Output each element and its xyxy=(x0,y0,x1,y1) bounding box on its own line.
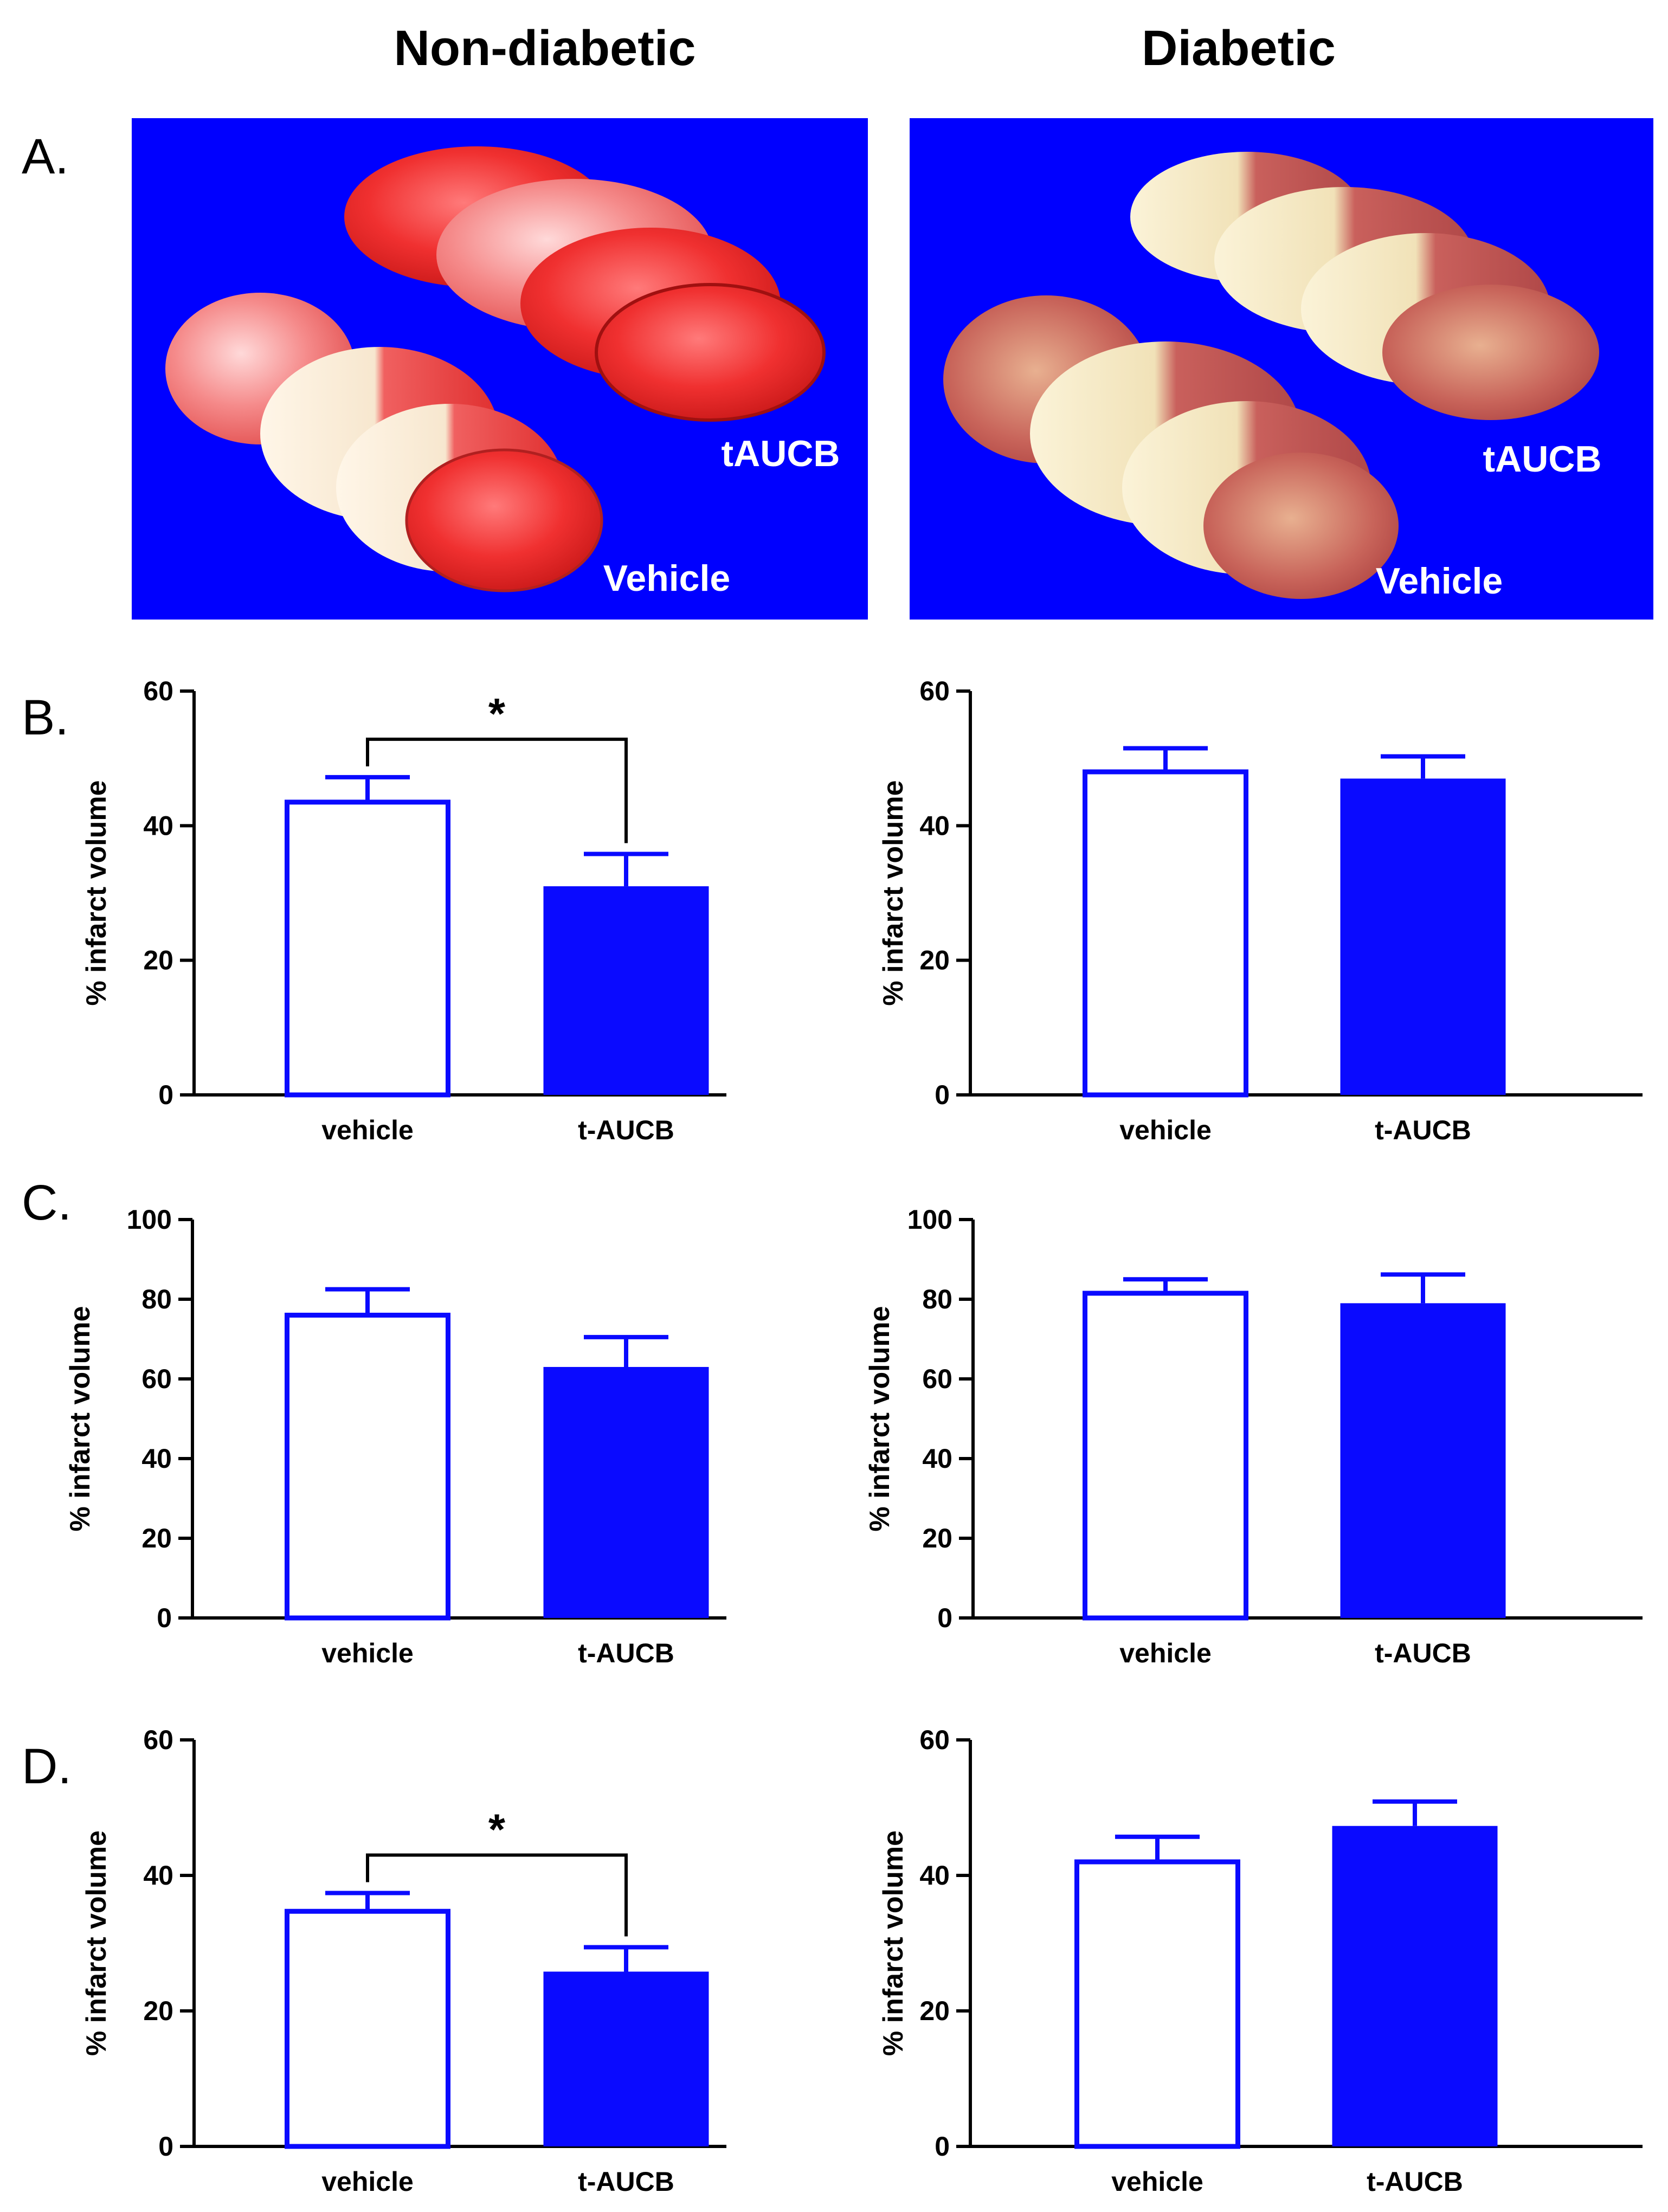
bar-vehicle xyxy=(1083,1291,1248,1621)
bar-vehicle xyxy=(285,799,450,1098)
category-label: t-AUCB xyxy=(578,1638,674,1668)
y-tick-label: 60 xyxy=(143,1725,173,1755)
y-tick-label: 100 xyxy=(907,1204,952,1235)
y-axis-title: % infarct volume xyxy=(81,1830,112,2056)
y-axis-title: % infarct volume xyxy=(878,780,909,1005)
y-axis-title: % infarct volume xyxy=(864,1306,896,1531)
bar-vehicle xyxy=(1083,769,1248,1098)
y-tick-label: 20 xyxy=(143,1996,173,2026)
y-tick-label: 40 xyxy=(919,810,950,841)
y-tick-label: 100 xyxy=(127,1204,172,1235)
photo-label-vehicle: Vehicle xyxy=(1376,560,1503,602)
category-label: t-AUCB xyxy=(578,2166,674,2197)
y-tick-label: 0 xyxy=(158,2131,173,2162)
brain-slice xyxy=(595,283,826,422)
y-tick-label: 60 xyxy=(922,1364,952,1394)
y-tick-label: 40 xyxy=(143,810,173,841)
category-label: t-AUCB xyxy=(1367,2166,1463,2197)
brain-slices-photo-diabetic: tAUCB Vehicle xyxy=(910,118,1653,620)
significance-bracket xyxy=(366,1853,628,1937)
y-tick-label: 40 xyxy=(141,1443,172,1474)
y-tick-label: 60 xyxy=(919,676,950,706)
bar-t-aucb xyxy=(1332,1826,1498,2146)
y-tick-label: 60 xyxy=(141,1364,172,1394)
category-label: t-AUCB xyxy=(1375,1638,1471,1668)
category-label: t-AUCB xyxy=(1375,1115,1471,1145)
brain-slice xyxy=(1382,285,1599,420)
chart-b-diabetic: 0 20 40 60 % infarct volume vehicle t-AUCB xyxy=(878,676,1643,1145)
y-tick-label: 20 xyxy=(922,1523,952,1553)
tAUCB-slice-stack xyxy=(1130,152,1599,420)
y-tick-label: 0 xyxy=(157,1603,172,1633)
panel-letter-d: D. xyxy=(22,1739,72,1794)
y-tick-label: 20 xyxy=(143,945,173,976)
y-tick-label: 60 xyxy=(143,676,173,706)
bar-t-aucb xyxy=(543,1366,709,1618)
y-tick-label: 60 xyxy=(919,1725,950,1755)
brain-slices-photo-non-diabetic: tAUCB Vehicle xyxy=(132,118,868,620)
chart-c-non-diabetic: 0 20 40 60 80 100 % infarct volume vehicle t-AUC… xyxy=(65,1204,726,1668)
y-tick-label: 40 xyxy=(143,1860,173,1891)
chart-d-diabetic: 0 20 40 60 % infarct volume vehicle t-AUCB xyxy=(878,1725,1643,2197)
photo-label-taucb: tAUCB xyxy=(1483,438,1601,480)
category-label: vehicle xyxy=(1119,1115,1212,1145)
y-axis-title: % infarct volume xyxy=(65,1306,96,1531)
bar-t-aucb xyxy=(1340,778,1506,1095)
panel-letter-b: B. xyxy=(22,690,69,745)
bar-t-aucb xyxy=(543,886,709,1095)
category-label: vehicle xyxy=(321,1115,414,1145)
y-tick-label: 0 xyxy=(937,1603,952,1633)
category-label: vehicle xyxy=(1111,2166,1203,2197)
bar-vehicle xyxy=(285,1908,450,2149)
y-tick-label: 40 xyxy=(922,1443,952,1474)
vehicle-slice-stack xyxy=(165,293,603,592)
y-tick-label: 0 xyxy=(935,2131,950,2162)
significance-star: * xyxy=(488,689,506,738)
significance-star: * xyxy=(488,1805,506,1854)
category-label: vehicle xyxy=(321,2166,414,2197)
panel-letter-a: A. xyxy=(22,129,69,184)
y-tick-label: 80 xyxy=(922,1284,952,1314)
y-axis-title: % infarct volume xyxy=(81,780,112,1005)
y-tick-label: 20 xyxy=(919,945,950,976)
chart-b-non-diabetic: 0 20 40 60 % infarct volume vehicle t-AUCB * xyxy=(81,676,726,1145)
column-title-diabetic: Diabetic xyxy=(1142,21,1336,76)
y-axis-title: % infarct volume xyxy=(878,1830,909,2056)
vehicle-slice-stack xyxy=(943,295,1399,599)
panel-letter-c: C. xyxy=(22,1175,72,1230)
y-tick-label: 0 xyxy=(935,1080,950,1110)
photo-label-taucb: tAUCB xyxy=(721,433,840,474)
y-tick-label: 40 xyxy=(919,1860,950,1891)
y-tick-label: 0 xyxy=(158,1080,173,1110)
chart-c-diabetic: 0 20 40 60 80 100 % infarct volume vehicle t-AUC… xyxy=(864,1204,1643,1668)
tAUCB-slice-stack xyxy=(344,146,826,422)
column-title-non-diabetic: Non-diabetic xyxy=(394,21,695,76)
brain-slice xyxy=(405,448,603,592)
y-tick-label: 80 xyxy=(141,1284,172,1314)
chart-d-non-diabetic: 0 20 40 60 % infarct volume vehicle t-AUCB * xyxy=(81,1725,726,2197)
bar-t-aucb xyxy=(1340,1303,1506,1618)
category-label: t-AUCB xyxy=(578,1115,674,1145)
y-tick-label: 20 xyxy=(141,1523,172,1553)
category-label: vehicle xyxy=(321,1638,414,1668)
bar-vehicle xyxy=(285,1312,450,1621)
y-tick-label: 20 xyxy=(919,1996,950,2026)
bar-t-aucb xyxy=(543,1971,709,2146)
bar-vehicle xyxy=(1074,1859,1240,2149)
category-label: vehicle xyxy=(1119,1638,1212,1668)
brain-slice xyxy=(1203,453,1399,599)
photo-label-vehicle: Vehicle xyxy=(603,558,730,599)
significance-bracket xyxy=(366,737,628,843)
